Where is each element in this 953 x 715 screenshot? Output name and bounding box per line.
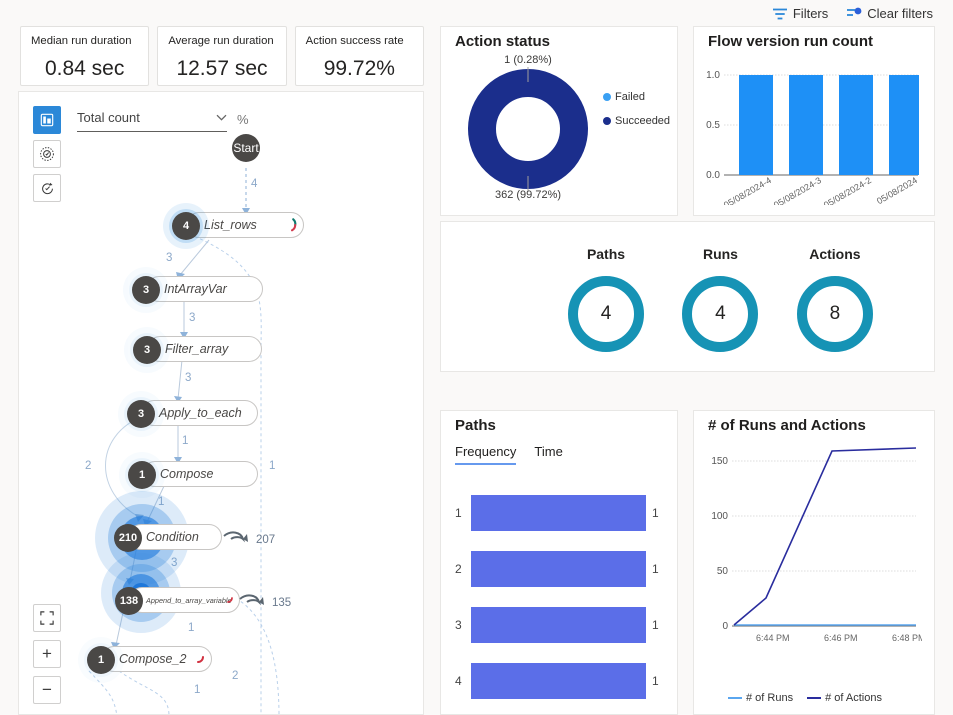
svg-text:100: 100 [711, 511, 728, 522]
svg-text:1 (0.28%): 1 (0.28%) [504, 54, 552, 66]
svg-text:0.5: 0.5 [706, 120, 720, 131]
svg-text:6:44 PM: 6:44 PM [756, 633, 790, 643]
svg-text:6:48 PM: 6:48 PM [892, 633, 922, 643]
svg-text:6:46 PM: 6:46 PM [824, 633, 858, 643]
svg-text:05/08/2024-4: 05/08/2024-4 [722, 175, 773, 205]
svg-text:1.0: 1.0 [706, 70, 720, 81]
svg-text:05/08/2024-2: 05/08/2024-2 [822, 175, 873, 205]
svg-text:05/08/2024: 05/08/2024 [875, 175, 919, 205]
svg-text:0.0: 0.0 [706, 170, 720, 181]
svg-text:50: 50 [717, 566, 729, 577]
svg-text:05/08/2024-3: 05/08/2024-3 [772, 175, 823, 205]
svg-text:150: 150 [711, 456, 728, 467]
svg-text:362 (99.72%): 362 (99.72%) [495, 189, 561, 201]
svg-text:0: 0 [722, 621, 728, 632]
